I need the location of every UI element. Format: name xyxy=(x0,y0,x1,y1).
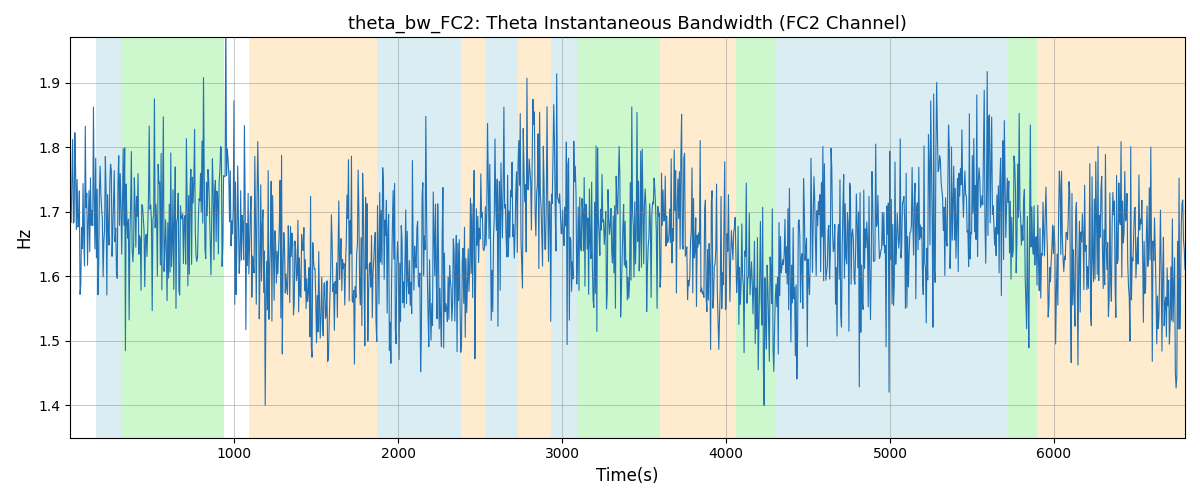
Y-axis label: Hz: Hz xyxy=(14,227,32,248)
Bar xyxy=(250,38,377,438)
Bar xyxy=(96,38,121,438)
Bar xyxy=(736,38,775,438)
Bar xyxy=(485,38,518,438)
Bar xyxy=(660,38,736,438)
Bar xyxy=(461,38,485,438)
Bar xyxy=(551,38,577,438)
Bar xyxy=(847,38,1008,438)
Bar xyxy=(518,38,551,438)
Title: theta_bw_FC2: Theta Instantaneous Bandwidth (FC2 Channel): theta_bw_FC2: Theta Instantaneous Bandwi… xyxy=(348,15,907,34)
X-axis label: Time(s): Time(s) xyxy=(596,467,659,485)
Bar xyxy=(377,38,461,438)
Bar xyxy=(577,38,660,438)
Bar xyxy=(1008,38,1038,438)
Bar xyxy=(775,38,847,438)
Bar xyxy=(121,38,224,438)
Bar xyxy=(1038,38,1186,438)
